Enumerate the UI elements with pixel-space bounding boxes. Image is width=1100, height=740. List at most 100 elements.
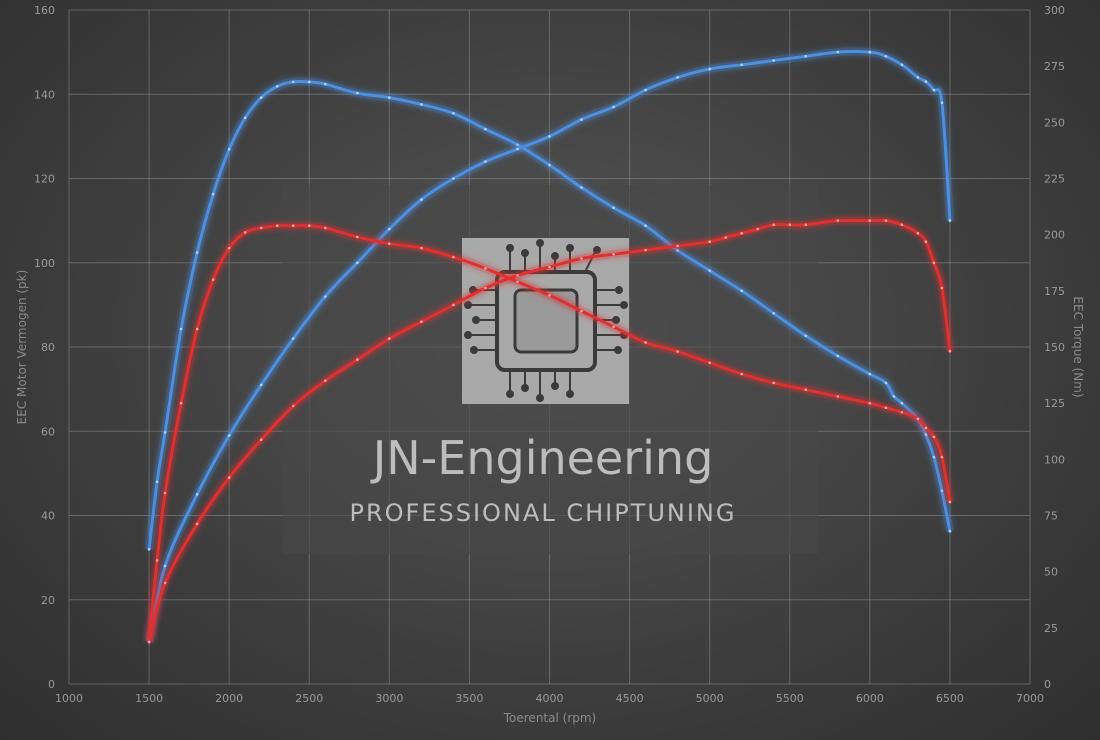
stock-torque-line-point	[924, 426, 928, 430]
stock-torque-line-point	[676, 350, 679, 353]
stock-torque-line-point	[275, 224, 279, 227]
tuned-torque-line-point	[259, 96, 263, 99]
stock-power-line-point	[324, 379, 327, 383]
stock-torque-line-point	[324, 226, 327, 230]
y-left-tick-label: 100	[34, 257, 55, 270]
tuned-torque-line-point	[868, 372, 872, 376]
tuned-power-line-point	[836, 50, 840, 54]
y-right-tick-label: 150	[1044, 341, 1065, 354]
tuned-torque-line-point	[163, 431, 167, 434]
stock-power-line-point	[291, 404, 295, 408]
stock-power-line-point	[948, 349, 952, 353]
stock-torque-line-point	[259, 226, 263, 230]
tuned-power-line-point	[900, 63, 904, 67]
stock-torque-line-point	[155, 559, 159, 562]
y-right-tick-label: 75	[1044, 510, 1058, 523]
stock-torque-line-point	[420, 246, 423, 250]
stock-torque-line-point	[548, 294, 551, 297]
stock-torque-line-point	[163, 491, 167, 495]
tuned-power-line-point	[420, 198, 423, 201]
stock-power-line	[147, 218, 952, 644]
y-right-tick-labels: 0 25 50 75 100 125 150 175 200 225 250 275 300	[1044, 4, 1065, 691]
tuned-power-line-point	[452, 177, 455, 180]
tuned-power-line-point	[484, 160, 487, 163]
y-left-axis-title: EEC Motor Vermogen (pk)	[15, 270, 29, 425]
tuned-power-line-point	[516, 147, 519, 151]
tuned-power-line-point	[163, 564, 167, 568]
stock-power-line-point	[548, 265, 551, 269]
stock-torque-line-point	[948, 500, 952, 504]
tuned-power-line-point	[948, 219, 952, 222]
x-tick-label: 6500	[936, 692, 964, 705]
y-right-axis-title: EEC Torque (Nm)	[1071, 296, 1085, 397]
tuned-power-line-point	[708, 67, 711, 71]
y-right-tick-label: 250	[1044, 116, 1065, 129]
tuned-torque-line-point	[892, 395, 896, 398]
stock-torque-line-point	[452, 255, 455, 259]
stock-torque-line-point	[195, 327, 199, 331]
y-right-tick-label: 25	[1044, 622, 1058, 635]
tuned-torque-line-point	[227, 148, 231, 151]
tuned-power-line-point	[932, 88, 936, 92]
tuned-torque-line-point	[291, 80, 295, 84]
x-tick-label: 5000	[696, 692, 724, 705]
stock-power-line-point	[516, 274, 519, 277]
tuned-power-line-point	[740, 63, 743, 67]
x-tick-label: 2500	[295, 692, 323, 705]
y-right-tick-label: 125	[1044, 397, 1065, 410]
stock-torque-line-point	[644, 341, 647, 344]
stock-power-line-point	[676, 244, 679, 248]
stock-torque-line-point	[516, 280, 519, 284]
tuned-torque-line-point	[484, 127, 487, 131]
stock-torque-line-point	[580, 309, 583, 313]
tuned-power-line-point	[356, 261, 359, 265]
stock-torque-line-point	[291, 224, 295, 227]
tuned-power-line-point	[884, 55, 888, 58]
tuned-torque-line-point	[155, 480, 159, 484]
x-tick-label: 6000	[856, 692, 884, 705]
stock-power-line-point	[836, 219, 840, 222]
stock-torque-line-point	[308, 224, 311, 227]
stock-power-line-point	[916, 232, 920, 235]
logo-title: JN-Engineering	[370, 431, 714, 485]
tuned-torque-line-point	[740, 289, 743, 293]
tuned-power-line-point	[548, 135, 551, 138]
stock-power-line-point	[580, 257, 583, 260]
tuned-torque-line-point	[940, 489, 944, 493]
y-left-tick-label: 40	[41, 510, 55, 523]
stock-power-line-point	[924, 240, 928, 243]
stock-power-line-point	[724, 236, 727, 239]
stock-power-line-point	[708, 240, 711, 243]
data-series	[145, 47, 954, 644]
stock-torque-line-point	[804, 388, 808, 392]
tuned-torque-line-point	[243, 116, 247, 120]
tuned-torque-line-point	[452, 112, 455, 115]
tuned-torque-line-point	[388, 96, 391, 99]
x-tick-label: 5500	[776, 692, 804, 705]
x-tick-label: 2000	[215, 692, 243, 705]
stock-torque-line-point	[243, 231, 247, 234]
stock-torque-line-point	[708, 361, 711, 365]
y-left-tick-label: 0	[48, 678, 55, 691]
x-tick-label: 3500	[455, 692, 483, 705]
y-right-tick-label: 200	[1044, 229, 1065, 242]
tuned-power-line-point	[195, 493, 199, 496]
tuned-torque-line-point	[179, 327, 183, 331]
x-tick-label: 1000	[55, 692, 83, 705]
stock-power-line-point	[772, 223, 775, 227]
x-tick-label: 1500	[135, 692, 163, 705]
stock-power-line-point	[484, 286, 487, 290]
stock-power-line-point	[756, 227, 759, 231]
stock-power-line-point	[452, 303, 455, 307]
y-right-tick-label: 175	[1044, 285, 1065, 298]
tuned-torque-line-point	[275, 85, 279, 88]
stock-torque-line-point	[772, 381, 775, 385]
stock-torque-line-point	[227, 246, 231, 250]
tuned-torque-line-point	[932, 455, 936, 459]
stock-power-line-point	[420, 320, 423, 324]
x-tick-label: 3000	[375, 692, 403, 705]
x-tick-label: 4000	[536, 692, 564, 705]
tuned-power-line-point	[259, 383, 263, 387]
tuned-torque-line-point	[420, 103, 423, 106]
